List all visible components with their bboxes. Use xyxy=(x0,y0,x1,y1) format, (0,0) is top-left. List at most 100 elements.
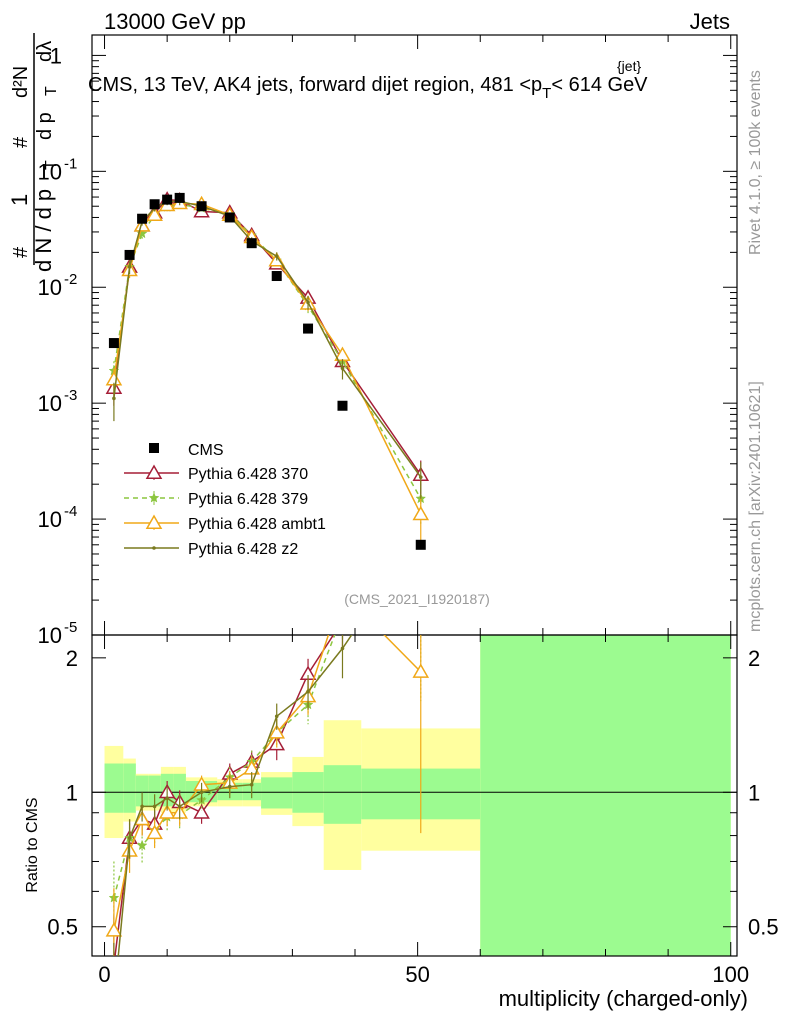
ratio-point-pythia-6-428-z2 xyxy=(152,804,157,809)
ratio-y-tick-label: 1 xyxy=(66,780,78,805)
band-stat xyxy=(104,763,124,813)
legend-marker-pythia-6-428-z2 xyxy=(152,546,156,550)
cms-data-point xyxy=(271,271,282,282)
point-pythia-6-428-z2 xyxy=(127,265,132,269)
series-line-pythia-6-428-370 xyxy=(113,198,422,476)
ratio-point-pythia-6-428-z2 xyxy=(199,790,204,795)
ratio-point-pythia-6-428-ambt1 xyxy=(158,804,176,819)
y-label-t-sub-2: T xyxy=(43,86,60,96)
x-tick-label: 0 xyxy=(98,962,110,987)
x-axis-label: multiplicity (charged-only) xyxy=(499,986,748,1011)
band-stat xyxy=(480,635,731,956)
ratio-point-pythia-6-428-z2 xyxy=(127,836,132,840)
ratio-point-pythia-6-428-z2 xyxy=(112,1000,116,1004)
analysis-id: (CMS_2021_I1920187) xyxy=(344,591,490,607)
ratio-y-tick-label: 2 xyxy=(66,646,78,671)
ratio-point-pythia-6-428-z2 xyxy=(306,689,310,694)
ratio-point-pythia-6-428-z2 xyxy=(274,714,279,719)
cms-data-point xyxy=(149,199,160,210)
title-sup: {jet} xyxy=(617,58,641,74)
title-sub: T xyxy=(542,85,551,102)
title-end: < 614 GeV xyxy=(551,74,648,96)
cms-data-point xyxy=(303,323,314,334)
cms-data-point xyxy=(137,213,148,224)
y-tick-label: 10 xyxy=(38,275,62,300)
band-stat xyxy=(173,773,186,807)
band-stat xyxy=(148,775,161,807)
legend: CMS Pythia 6.428 370 Pythia 6.428 379 Pythi… xyxy=(124,442,326,558)
plot-title: CMS, 13 TeV, AK4 jets, forward dijet reg… xyxy=(88,74,648,102)
y-tick-label: 10 xyxy=(38,391,62,416)
y-label-dn-dpt: d N / d p xyxy=(31,189,56,272)
ratio-plot-data xyxy=(92,610,737,1004)
ratio-point-pythia-6-428-z2 xyxy=(177,804,182,809)
header-category: Jets xyxy=(690,9,730,34)
cms-data-point xyxy=(124,249,135,260)
ratio-plot-frame xyxy=(91,634,738,957)
band-stat xyxy=(261,777,293,809)
band-stat xyxy=(135,775,149,807)
cms-data-point xyxy=(415,539,426,550)
legend-label-pythia-6-428-379: Pythia 6.428 379 xyxy=(188,491,308,508)
ratio-point-pythia-6-428-ambt1 xyxy=(146,824,163,840)
y-label-dpt: d p xyxy=(34,112,56,140)
header-energy: 13000 GeV pp xyxy=(104,9,246,34)
y-tick-label: 1 xyxy=(50,43,62,68)
y-tick-exponent: -5 xyxy=(64,619,77,636)
series-line-pythia-6-428-z2 xyxy=(113,200,422,478)
mcplots-source-note: mcplots.cern.ch [arXiv:2401.10621] xyxy=(747,381,764,632)
legend-marker-pythia-6-428-370 xyxy=(145,464,163,479)
x-tick-label: 50 xyxy=(405,962,429,987)
y-label-one: 1 xyxy=(7,194,32,206)
cms-data-point xyxy=(108,338,119,349)
rivet-version-note: Rivet 4.1.0, ≥ 100k events xyxy=(747,70,764,255)
ratio-point-pythia-6-428-z2 xyxy=(249,782,254,787)
legend-label-cms: CMS xyxy=(188,442,224,459)
ratio-point-pythia-6-428-z2 xyxy=(140,804,144,809)
band-stat xyxy=(123,763,136,813)
point-pythia-6-428-ambt1 xyxy=(146,206,163,222)
ratio-point-pythia-6-428-370 xyxy=(193,804,210,819)
ratio-point-pythia-6-428-ambt1 xyxy=(268,724,286,739)
legend-marker-pythia-6-428-ambt1 xyxy=(145,514,163,529)
ratio-point-pythia-6-428-z2 xyxy=(340,646,345,651)
cms-data-point xyxy=(162,194,173,205)
legend-marker-cms xyxy=(149,443,159,453)
ratio-point-pythia-6-428-z2 xyxy=(227,784,232,789)
ratio-point-pythia-6-428-ambt1 xyxy=(105,922,123,937)
y-label-dlambda: dλ xyxy=(34,41,56,62)
y-tick-exponent: -4 xyxy=(64,503,77,520)
band-stat xyxy=(323,765,362,824)
ratio-uncertainty-bands xyxy=(104,635,731,956)
legend-label-pythia-6-428-z2: Pythia 6.428 z2 xyxy=(188,541,298,558)
cms-data-point xyxy=(224,212,235,223)
point-pythia-6-428-z2 xyxy=(112,396,116,401)
ratio-point-pythia-6-428-379 xyxy=(136,839,148,851)
ratio-y-tick-label-right: 1 xyxy=(748,780,760,805)
ratio-point-pythia-6-428-379 xyxy=(338,610,348,619)
cms-data-point xyxy=(174,192,185,203)
point-pythia-6-428-z2 xyxy=(306,300,310,305)
title-main: CMS, 13 TeV, AK4 jets, forward dijet reg… xyxy=(88,74,542,96)
point-pythia-6-428-z2 xyxy=(418,475,423,479)
ratio-y-tick-label-right: 2 xyxy=(748,646,760,671)
y-tick-label: 10 xyxy=(38,507,62,532)
y-label-hash-2: # xyxy=(10,136,32,148)
cms-data-point xyxy=(337,400,348,411)
y-tick-label: 10 xyxy=(38,159,62,184)
y-tick-exponent: -3 xyxy=(64,387,77,404)
x-tick-label: 100 xyxy=(712,962,749,987)
cms-data-point xyxy=(196,201,207,212)
ratio-y-tick-label-right: 0.5 xyxy=(748,915,779,940)
ratio-point-pythia-6-428-ambt1 xyxy=(412,663,430,678)
y-tick-exponent: -2 xyxy=(64,271,77,288)
ratio-point-pythia-6-428-z2 xyxy=(165,796,169,801)
main-plot-data xyxy=(105,191,430,550)
y-label-d2n: d²N xyxy=(10,66,32,98)
ratio-y-label: Ratio to CMS xyxy=(24,797,41,892)
ratio-point-pythia-6-428-370 xyxy=(335,614,349,626)
cms-data-point xyxy=(246,238,257,249)
point-pythia-6-428-ambt1 xyxy=(412,505,430,521)
